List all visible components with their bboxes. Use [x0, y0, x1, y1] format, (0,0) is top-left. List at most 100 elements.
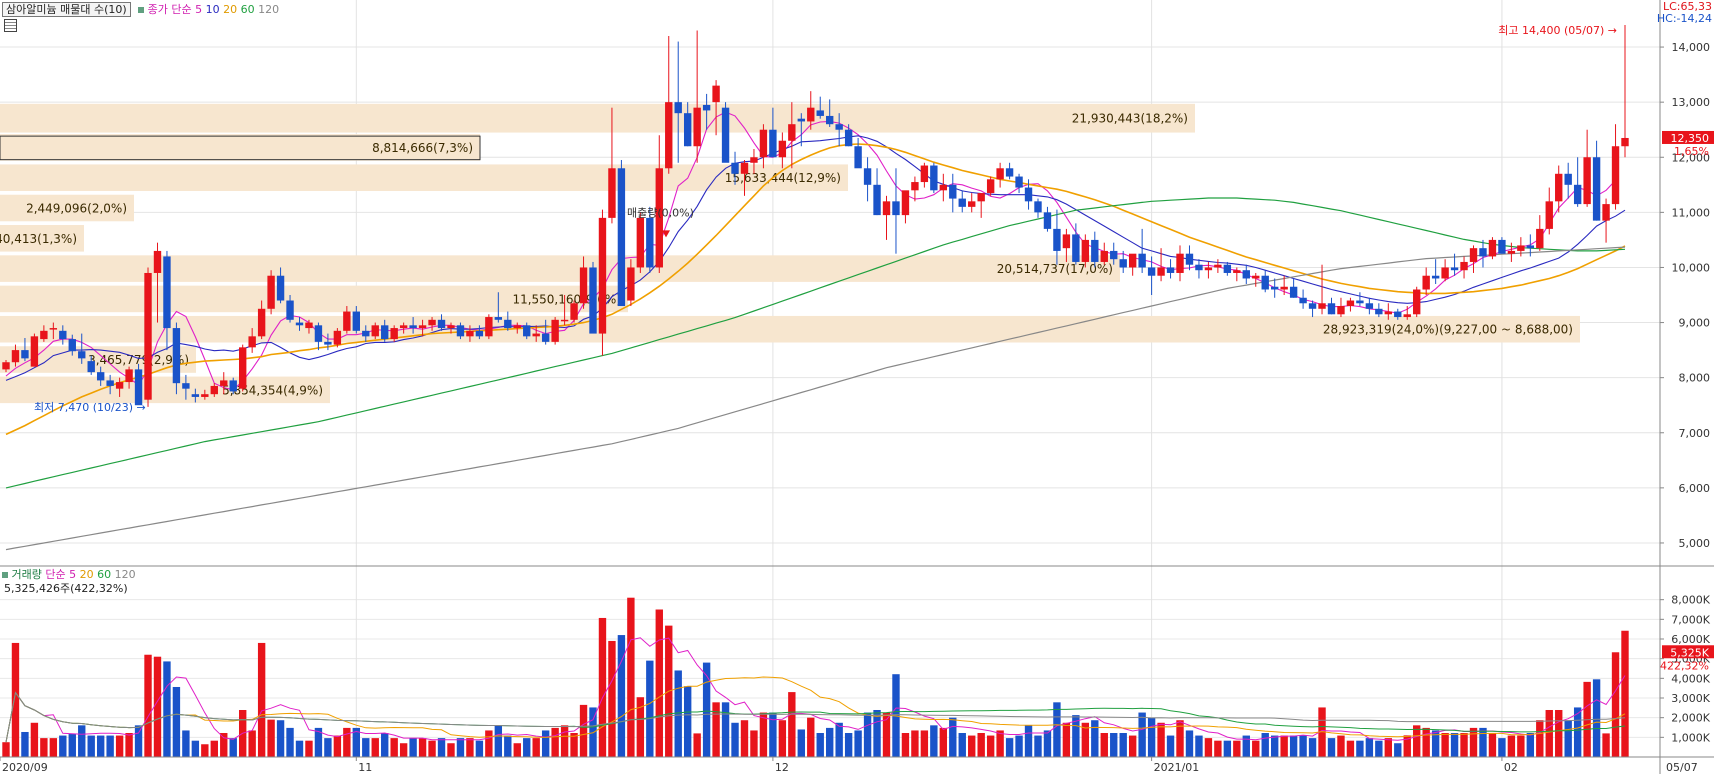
- candle-body: [1621, 137, 1629, 147]
- volume-bar: [257, 642, 266, 757]
- volume-bar: [1091, 720, 1099, 757]
- volume-bar: [1365, 738, 1374, 757]
- ma-title: 종가 단순: [147, 3, 192, 16]
- ma-line-60: [5, 197, 1626, 489]
- candle-body: [343, 311, 351, 331]
- candle-body: [1147, 267, 1156, 276]
- volume-bar: [144, 654, 152, 757]
- volume-profile-band: [0, 376, 330, 404]
- candle-body: [1469, 248, 1478, 262]
- candle-body: [456, 325, 465, 337]
- date-label: 2021/01: [1154, 761, 1200, 774]
- grid-icon[interactable]: [4, 19, 17, 32]
- candle-body: [1327, 303, 1336, 315]
- ma-20: 20: [223, 3, 238, 16]
- volume-bar: [40, 738, 48, 757]
- candle-body: [844, 129, 853, 147]
- volume-bar: [475, 740, 484, 757]
- candle-body: [11, 350, 20, 363]
- volume-bar: [1308, 738, 1317, 757]
- volume-bar: [1034, 735, 1042, 757]
- volume-bar: [911, 730, 919, 757]
- volume-profile-label: 21,930,443(18,2%): [1072, 112, 1188, 126]
- volume-bar: [381, 733, 389, 757]
- indicator-title[interactable]: 삼아알미늄 매물대 수(10): [2, 2, 131, 17]
- vol-ma-60: 60: [97, 568, 112, 581]
- volume-bar: [1128, 735, 1137, 757]
- candle-body: [286, 300, 294, 320]
- volume-bar: [371, 738, 379, 757]
- candle-body: [1460, 261, 1468, 271]
- volume-current: 5,325,426주(422,32%): [4, 582, 128, 595]
- candle-body: [1100, 250, 1108, 262]
- volume-profile-band: [0, 285, 628, 313]
- volume-profile-band: [0, 225, 84, 252]
- candle-body: [523, 325, 531, 337]
- candle-body: [570, 303, 578, 320]
- date-label: 11: [358, 761, 372, 774]
- candle-body: [1299, 297, 1307, 304]
- volume-bar: [286, 727, 294, 757]
- vol-ma-5: 5: [69, 568, 77, 581]
- price-tick-label: 11,000: [1672, 206, 1711, 219]
- price-tick-label: 10,000: [1672, 261, 1711, 274]
- volume-bar: [1119, 733, 1127, 757]
- candle-body: [1394, 311, 1402, 318]
- price-tick-label: 9,000: [1679, 317, 1711, 330]
- candle-body: [674, 102, 682, 114]
- vol-ma-20: 20: [79, 568, 94, 581]
- candle-body: [475, 330, 484, 337]
- candle-body: [1289, 286, 1298, 298]
- candle-body: [409, 325, 417, 329]
- ma-line-120: [5, 246, 1626, 551]
- volume-bar: [759, 712, 768, 757]
- candle-body: [115, 382, 124, 389]
- ma-60: 60: [240, 3, 255, 16]
- candle-body: [759, 129, 768, 158]
- candle-body: [882, 201, 891, 216]
- candle-body: [693, 107, 701, 147]
- volume-bar: [1545, 709, 1553, 757]
- candle-body: [721, 107, 730, 163]
- volume-profile: 21,930,443(18,2%) 8,814,666(7,3%) 15,633,4…: [0, 103, 1580, 404]
- candle-body: [1545, 201, 1553, 229]
- candle-body: [1308, 303, 1317, 309]
- volume-bar: [1450, 733, 1459, 757]
- candle-body: [418, 325, 427, 329]
- candle-body: [712, 85, 720, 103]
- volume-bar: [324, 738, 332, 757]
- volume-bar: [636, 697, 645, 757]
- volume-bar: [655, 609, 663, 757]
- volume-bar: [1394, 743, 1402, 757]
- candle-body: [541, 333, 550, 342]
- volume-bar: [788, 692, 796, 757]
- candle-body: [863, 168, 872, 185]
- volume-bar: [986, 735, 995, 757]
- volume-header: 거래량 단순 5 20 60 120: [2, 566, 136, 582]
- price-tick-label: 6,000: [1679, 482, 1711, 495]
- candle-body: [239, 347, 247, 389]
- candle-body: [1573, 184, 1582, 205]
- candle-body: [248, 336, 256, 348]
- volume-bar: [59, 735, 67, 757]
- volume-bar: [740, 720, 749, 757]
- hc-label: HC:-14,24: [1656, 12, 1712, 25]
- candle-body: [1611, 146, 1620, 205]
- volume-bar: [362, 738, 370, 757]
- volume-bar: [1214, 740, 1222, 757]
- ma-line-20: [5, 143, 1626, 436]
- candle-body: [428, 319, 436, 326]
- candle-body: [1053, 228, 1061, 251]
- candle-body: [1110, 250, 1118, 260]
- volume-bar: [1195, 735, 1203, 757]
- volume-bar: [1488, 733, 1497, 757]
- volume-bar: [1204, 738, 1213, 757]
- volume-bar: [996, 730, 1004, 757]
- volume-bar: [1498, 738, 1506, 757]
- candle-body: [930, 165, 938, 191]
- volume-bar: [229, 738, 237, 757]
- candlesticks: [2, 25, 1629, 407]
- candle-body: [835, 124, 843, 130]
- volume-bar: [646, 660, 654, 757]
- volume-bar: [1299, 735, 1307, 757]
